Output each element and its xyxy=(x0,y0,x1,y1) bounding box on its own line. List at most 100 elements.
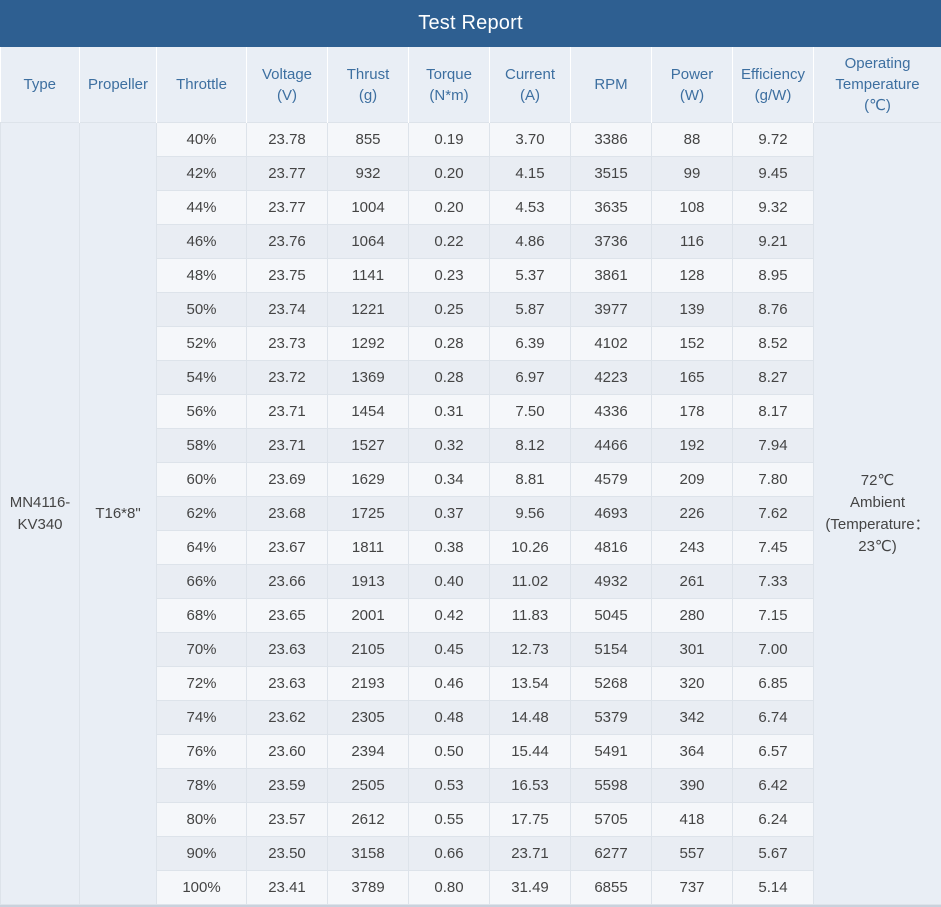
efficiency-cell: 7.80 xyxy=(733,463,814,497)
throttle-cell: 58% xyxy=(157,429,247,463)
current-cell: 10.26 xyxy=(490,531,571,565)
thrust-cell: 2193 xyxy=(328,667,409,701)
thrust-cell: 1292 xyxy=(328,327,409,361)
torque-cell: 0.23 xyxy=(409,259,490,293)
power-cell: 88 xyxy=(652,123,733,157)
thrust-cell: 1064 xyxy=(328,225,409,259)
header-efficiency-line: Efficiency xyxy=(735,64,811,85)
throttle-cell: 90% xyxy=(157,837,247,871)
throttle-cell: 42% xyxy=(157,157,247,191)
rpm-cell: 4102 xyxy=(571,327,652,361)
throttle-cell: 78% xyxy=(157,769,247,803)
rpm-cell: 5491 xyxy=(571,735,652,769)
header-power-line: Power xyxy=(654,64,730,85)
voltage-cell: 23.41 xyxy=(247,871,328,905)
thrust-cell: 2505 xyxy=(328,769,409,803)
voltage-cell: 23.74 xyxy=(247,293,328,327)
voltage-cell: 23.63 xyxy=(247,667,328,701)
power-cell: 192 xyxy=(652,429,733,463)
voltage-cell: 23.63 xyxy=(247,633,328,667)
power-cell: 418 xyxy=(652,803,733,837)
temperature-line: 23℃) xyxy=(814,536,941,558)
torque-cell: 0.25 xyxy=(409,293,490,327)
header-temperature-line: Temperature xyxy=(816,74,939,95)
thrust-cell: 3158 xyxy=(328,837,409,871)
torque-cell: 0.40 xyxy=(409,565,490,599)
power-cell: 342 xyxy=(652,701,733,735)
thrust-cell: 1725 xyxy=(328,497,409,531)
header-voltage: Voltage(V) xyxy=(247,47,328,123)
thrust-cell: 1221 xyxy=(328,293,409,327)
header-torque-line: Torque xyxy=(411,64,487,85)
rpm-cell: 3977 xyxy=(571,293,652,327)
thrust-cell: 1913 xyxy=(328,565,409,599)
power-cell: 108 xyxy=(652,191,733,225)
rpm-cell: 4816 xyxy=(571,531,652,565)
rpm-cell: 5598 xyxy=(571,769,652,803)
current-cell: 5.37 xyxy=(490,259,571,293)
thrust-cell: 2394 xyxy=(328,735,409,769)
torque-cell: 0.32 xyxy=(409,429,490,463)
temperature-line: Ambient xyxy=(814,492,941,514)
current-cell: 7.50 xyxy=(490,395,571,429)
throttle-cell: 74% xyxy=(157,701,247,735)
efficiency-cell: 6.57 xyxy=(733,735,814,769)
header-throttle-line: Throttle xyxy=(159,74,244,95)
throttle-cell: 44% xyxy=(157,191,247,225)
throttle-cell: 80% xyxy=(157,803,247,837)
efficiency-cell: 7.33 xyxy=(733,565,814,599)
propeller-cell: T16*8" xyxy=(80,123,157,905)
throttle-cell: 70% xyxy=(157,633,247,667)
power-cell: 209 xyxy=(652,463,733,497)
header-temperature-line: (℃) xyxy=(816,95,939,116)
rpm-cell: 4693 xyxy=(571,497,652,531)
rpm-cell: 3515 xyxy=(571,157,652,191)
temperature-line: (Temperature： xyxy=(814,514,941,536)
thrust-cell: 1454 xyxy=(328,395,409,429)
voltage-cell: 23.77 xyxy=(247,191,328,225)
power-cell: 280 xyxy=(652,599,733,633)
torque-cell: 0.42 xyxy=(409,599,490,633)
header-current-line: Current xyxy=(492,64,568,85)
thrust-cell: 1811 xyxy=(328,531,409,565)
current-cell: 31.49 xyxy=(490,871,571,905)
torque-cell: 0.46 xyxy=(409,667,490,701)
temperature-line: 72℃ xyxy=(814,470,941,492)
current-cell: 17.75 xyxy=(490,803,571,837)
voltage-cell: 23.59 xyxy=(247,769,328,803)
power-cell: 243 xyxy=(652,531,733,565)
voltage-cell: 23.71 xyxy=(247,429,328,463)
voltage-cell: 23.69 xyxy=(247,463,328,497)
voltage-cell: 23.65 xyxy=(247,599,328,633)
rpm-cell: 5705 xyxy=(571,803,652,837)
throttle-cell: 46% xyxy=(157,225,247,259)
efficiency-cell: 7.62 xyxy=(733,497,814,531)
header-efficiency-line: (g/W) xyxy=(735,85,811,106)
header-thrust-line: Thrust xyxy=(330,64,406,85)
efficiency-cell: 7.15 xyxy=(733,599,814,633)
voltage-cell: 23.57 xyxy=(247,803,328,837)
efficiency-cell: 9.72 xyxy=(733,123,814,157)
current-cell: 4.15 xyxy=(490,157,571,191)
efficiency-cell: 9.45 xyxy=(733,157,814,191)
current-cell: 9.56 xyxy=(490,497,571,531)
torque-cell: 0.28 xyxy=(409,361,490,395)
torque-cell: 0.66 xyxy=(409,837,490,871)
thrust-cell: 855 xyxy=(328,123,409,157)
voltage-cell: 23.77 xyxy=(247,157,328,191)
thrust-cell: 1141 xyxy=(328,259,409,293)
header-voltage-line: (V) xyxy=(249,85,325,106)
thrust-cell: 2305 xyxy=(328,701,409,735)
current-cell: 16.53 xyxy=(490,769,571,803)
efficiency-cell: 8.76 xyxy=(733,293,814,327)
rpm-cell: 4223 xyxy=(571,361,652,395)
throttle-cell: 66% xyxy=(157,565,247,599)
rpm-cell: 4932 xyxy=(571,565,652,599)
power-cell: 99 xyxy=(652,157,733,191)
thrust-cell: 2001 xyxy=(328,599,409,633)
efficiency-cell: 6.24 xyxy=(733,803,814,837)
header-efficiency: Efficiency(g/W) xyxy=(733,47,814,123)
